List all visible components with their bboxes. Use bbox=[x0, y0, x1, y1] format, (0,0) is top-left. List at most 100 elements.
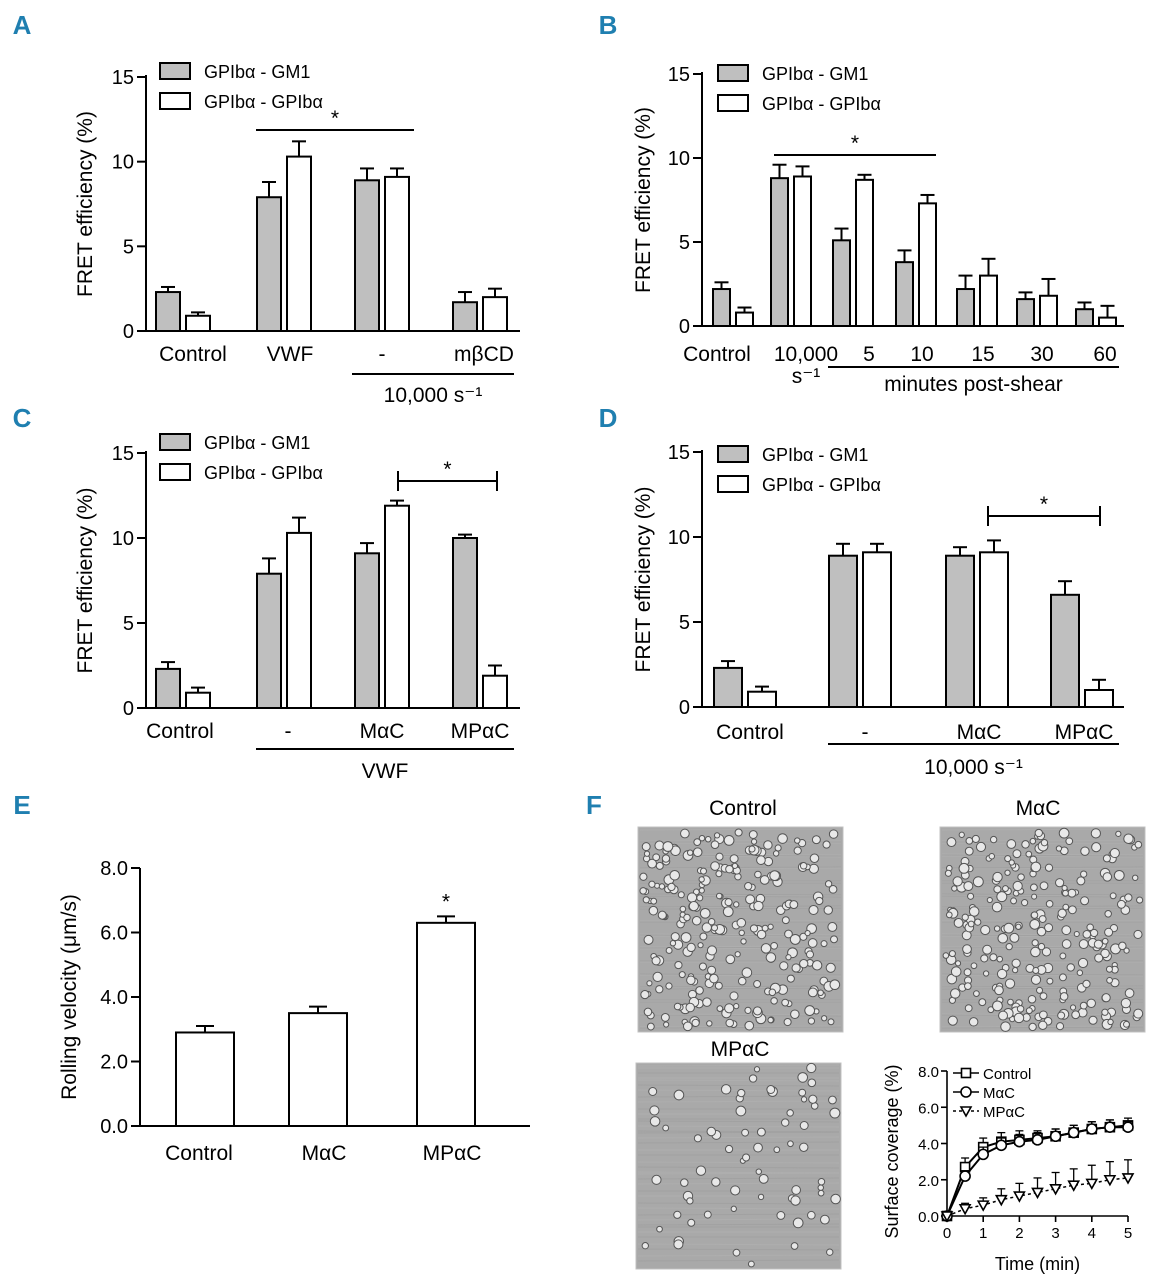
cell bbox=[1079, 1001, 1088, 1010]
cell bbox=[1080, 870, 1088, 878]
cell bbox=[735, 1105, 747, 1117]
y-tick-label: 15 bbox=[112, 67, 134, 89]
cell bbox=[695, 1165, 707, 1176]
category-label: MαC bbox=[957, 721, 1002, 744]
cell bbox=[730, 1185, 741, 1196]
cell bbox=[980, 954, 989, 963]
cell bbox=[1029, 918, 1041, 930]
cell bbox=[753, 1066, 761, 1073]
cell bbox=[680, 828, 690, 839]
y-axis-label: FRET efficiency (%) bbox=[632, 107, 655, 293]
cell bbox=[824, 880, 833, 888]
x-axis-label: Time (min) bbox=[995, 1254, 1080, 1274]
cell bbox=[650, 897, 658, 905]
cell bbox=[749, 924, 759, 933]
cell bbox=[1031, 893, 1038, 900]
cell bbox=[669, 869, 680, 881]
cell bbox=[661, 854, 671, 863]
cell bbox=[944, 869, 952, 877]
cell bbox=[998, 1010, 1009, 1021]
cell bbox=[1011, 958, 1021, 968]
legend-label: GPIbα - GPIbα bbox=[204, 92, 323, 112]
cell bbox=[741, 967, 753, 978]
cell bbox=[958, 831, 965, 838]
cell bbox=[1105, 965, 1113, 973]
cell bbox=[770, 997, 778, 1005]
cell bbox=[776, 1211, 786, 1220]
x-tick-label: 1 bbox=[979, 1225, 987, 1242]
bar-gm1 bbox=[155, 667, 181, 710]
cell bbox=[829, 979, 841, 990]
cell bbox=[678, 971, 686, 979]
cell bbox=[725, 864, 734, 874]
cell bbox=[707, 917, 716, 926]
cell bbox=[639, 872, 648, 881]
cell bbox=[658, 883, 666, 890]
cell bbox=[1076, 969, 1084, 977]
y-tick-label: 6.0 bbox=[100, 923, 128, 945]
cell bbox=[808, 863, 819, 874]
micrograph-mpac: MPαC bbox=[635, 1038, 842, 1270]
texture bbox=[941, 867, 1144, 870]
y-tick-label: 6.0 bbox=[918, 1100, 939, 1117]
cell bbox=[1078, 939, 1089, 950]
cell bbox=[639, 887, 647, 895]
cell bbox=[791, 1185, 801, 1195]
cell bbox=[1067, 888, 1077, 898]
bar-gpib bbox=[979, 274, 998, 328]
bar-gm1 bbox=[354, 552, 380, 709]
bar-gpib bbox=[1039, 294, 1058, 328]
cell bbox=[1010, 897, 1018, 905]
cell bbox=[1021, 840, 1030, 849]
significance-star: * bbox=[331, 107, 339, 130]
cell bbox=[786, 1109, 794, 1117]
cell bbox=[680, 1178, 689, 1187]
cell bbox=[753, 1142, 763, 1153]
panel-letter-d: D bbox=[599, 403, 618, 433]
cell bbox=[1101, 993, 1111, 1003]
cell bbox=[817, 1189, 825, 1197]
cell bbox=[1002, 885, 1009, 892]
cell bbox=[992, 1000, 1003, 1012]
cell bbox=[1029, 837, 1037, 845]
cell bbox=[725, 954, 736, 965]
cell bbox=[830, 935, 838, 944]
texture bbox=[639, 946, 842, 949]
legend-label: MαC bbox=[983, 1085, 1015, 1102]
cell bbox=[647, 858, 657, 869]
cell bbox=[1058, 827, 1070, 839]
cell bbox=[756, 929, 767, 940]
cell bbox=[827, 922, 838, 932]
cell bbox=[715, 852, 724, 861]
texture bbox=[639, 973, 842, 976]
category-label: MαC bbox=[360, 720, 405, 743]
cell bbox=[1012, 880, 1023, 892]
cell bbox=[1041, 947, 1052, 957]
texture bbox=[639, 907, 842, 910]
y-axis-label: FRET efficiency (%) bbox=[632, 487, 655, 673]
cell bbox=[1025, 850, 1033, 858]
cell bbox=[1016, 1005, 1025, 1013]
category-label: Control bbox=[683, 343, 751, 366]
cell bbox=[807, 1017, 816, 1025]
cell bbox=[698, 876, 705, 883]
cell bbox=[648, 1087, 658, 1096]
cell bbox=[763, 840, 773, 850]
cell bbox=[1055, 845, 1063, 852]
cell bbox=[975, 841, 987, 852]
bar bbox=[175, 1031, 235, 1127]
bar-gm1 bbox=[1050, 593, 1080, 708]
cell bbox=[1116, 899, 1126, 909]
group-label: VWF bbox=[362, 760, 409, 783]
texture bbox=[637, 1141, 840, 1144]
marker-circle bbox=[995, 1139, 1008, 1152]
bar bbox=[416, 921, 476, 1128]
bar-gpib bbox=[384, 175, 410, 332]
bar-gm1 bbox=[956, 288, 975, 328]
marker-circle bbox=[960, 1086, 972, 1098]
cell bbox=[641, 842, 651, 852]
cell bbox=[648, 905, 659, 916]
cell bbox=[670, 932, 680, 942]
marker-square bbox=[960, 1067, 972, 1079]
y-tick-label: 4.0 bbox=[100, 987, 128, 1009]
